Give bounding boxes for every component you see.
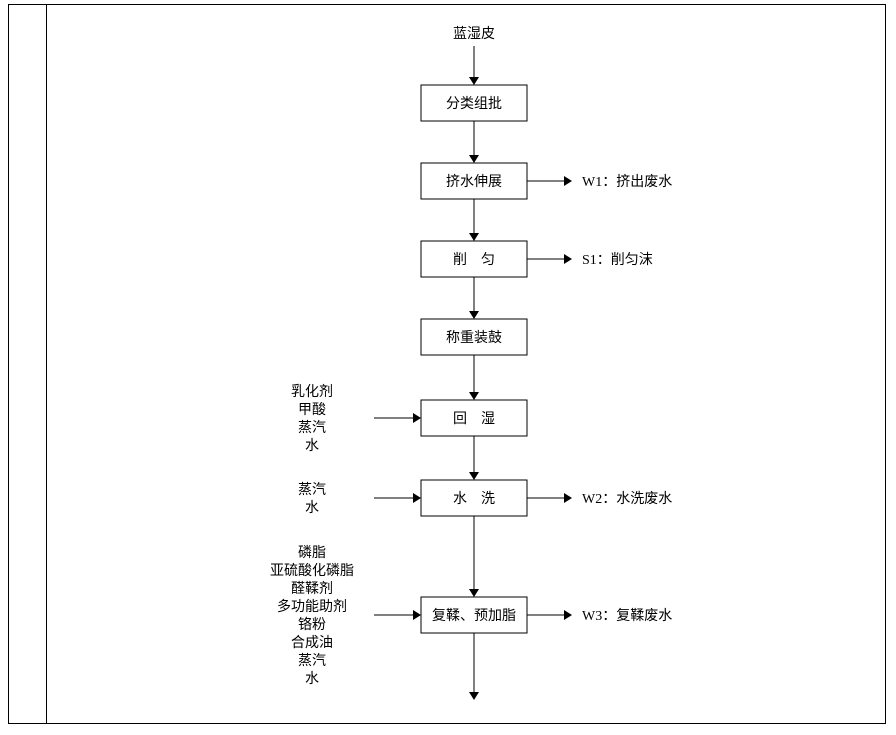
- process-label: 称重装鼓: [446, 330, 502, 346]
- arrow-head: [564, 176, 572, 186]
- input-label: 亚硫酸化磷脂: [270, 563, 354, 579]
- input-label: 醛鞣剂: [291, 581, 333, 597]
- arrow-head: [469, 692, 479, 700]
- arrow-head: [469, 472, 479, 480]
- input-label: 蒸汽: [298, 420, 326, 436]
- arrow-head: [469, 233, 479, 241]
- process-label: 削 匀: [453, 252, 495, 268]
- input-label: 合成油: [291, 635, 333, 651]
- process-label: 复鞣、预加脂: [432, 607, 516, 624]
- input-label: 水: [305, 438, 319, 454]
- arrow-head: [469, 155, 479, 163]
- input-label: 水: [305, 671, 319, 687]
- input-label: 多功能助剂: [277, 598, 347, 615]
- input-label: 水: [305, 500, 319, 516]
- arrow-head: [413, 493, 421, 503]
- output-label: W1：挤出废水: [582, 174, 672, 190]
- input-label: 甲酸: [298, 402, 326, 418]
- arrow-head: [564, 254, 572, 264]
- output-label: S1：削匀沫: [582, 252, 653, 268]
- input-label: 乳化剂: [291, 384, 333, 400]
- process-label: 水 洗: [453, 491, 495, 507]
- process-label: 挤水伸展: [446, 174, 502, 190]
- input-label: 蒸汽: [298, 653, 326, 669]
- flowchart-svg: 蓝湿皮分类组批挤水伸展削 匀称重装鼓回 湿水 洗复鞣、预加脂 W1：挤出废水 S1：…: [0, 0, 896, 735]
- arrow-head: [469, 392, 479, 400]
- arrow-head: [564, 610, 572, 620]
- arrow-head: [469, 77, 479, 85]
- output-label: W3：复鞣废水: [582, 607, 672, 624]
- arrow-head: [564, 493, 572, 503]
- process-label: 分类组批: [446, 96, 502, 112]
- process-label: 回 湿: [453, 411, 495, 427]
- input-label: 蒸汽: [298, 482, 326, 498]
- arrow-head: [469, 589, 479, 597]
- arrow-head: [413, 413, 421, 423]
- input-label: 铬粉: [298, 617, 326, 633]
- output-label: W2：水洗废水: [582, 491, 672, 507]
- start-label: 蓝湿皮: [453, 26, 495, 42]
- input-label: 磷脂: [298, 545, 326, 561]
- arrow-head: [413, 610, 421, 620]
- arrow-head: [469, 311, 479, 319]
